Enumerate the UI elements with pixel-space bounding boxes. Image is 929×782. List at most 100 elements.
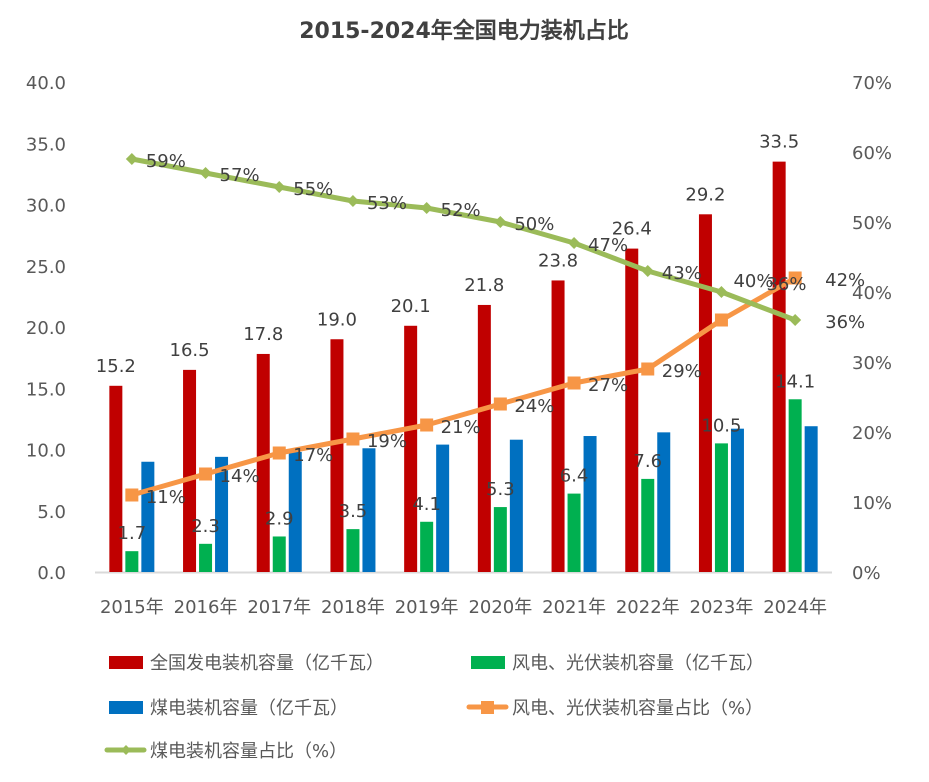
line-label-wind-solar-share: 27%	[588, 375, 628, 396]
marker-diamond	[420, 202, 433, 214]
line-label-wind-solar-share: 14%	[220, 466, 260, 487]
y-right-tick-label: 60%	[852, 143, 892, 164]
legend-label: 全国发电装机容量（亿千瓦）	[150, 653, 384, 674]
bar-coal	[730, 428, 744, 572]
bar-coal	[288, 451, 302, 572]
bar-label-wind-solar: 6.4	[560, 466, 589, 487]
y-left-tick-label: 10.0	[26, 441, 66, 462]
bar-coal	[583, 436, 597, 572]
bar-wind-solar	[125, 551, 139, 572]
bar-coal	[141, 461, 155, 572]
line-label-wind-solar-share: 19%	[367, 431, 407, 452]
x-tick-label: 2017年	[247, 597, 311, 618]
line-label-wind-solar-share: 21%	[441, 417, 481, 438]
marker-square	[346, 432, 360, 446]
bar-label-total: 21.8	[464, 275, 504, 296]
bar-wind-solar	[493, 507, 507, 572]
bar-label-wind-solar: 10.5	[701, 415, 741, 436]
marker-square	[420, 418, 434, 432]
marker-diamond	[789, 314, 802, 326]
line-wind-solar-share	[131, 275, 797, 498]
bar-wind-solar	[272, 536, 286, 572]
line-label-coal-share: 57%	[220, 165, 260, 186]
line-label-coal-share: 40%	[733, 271, 773, 292]
y-left-tick-label: 35.0	[26, 134, 66, 155]
bar-label-total: 19.0	[317, 309, 357, 330]
bar-total	[109, 385, 123, 572]
bar-label-wind-solar: 14.1	[775, 371, 815, 392]
bar-wind-solar	[788, 399, 802, 572]
x-tick-label: 2019年	[395, 597, 459, 618]
y-right-tick-label: 70%	[852, 73, 892, 94]
bar-label-wind-solar: 4.1	[412, 494, 441, 515]
bar-coal	[804, 426, 818, 572]
lines	[125, 153, 802, 502]
line-label-coal-share: 47%	[588, 235, 628, 256]
bar-total	[551, 280, 565, 572]
marker-square	[199, 467, 213, 481]
legend-swatch	[109, 656, 143, 669]
bar-total	[183, 369, 197, 572]
line-label-coal-share: 52%	[441, 200, 481, 221]
y-right-tick-label: 40%	[852, 283, 892, 304]
bar-wind-solar	[420, 521, 434, 572]
bar-wind-solar	[199, 543, 213, 572]
bar-total	[772, 161, 786, 572]
x-tick-label: 2020年	[468, 597, 532, 618]
line-label-wind-solar-share: 36%	[766, 274, 806, 295]
marker-diamond	[568, 237, 581, 249]
bar-label-wind-solar: 7.6	[633, 451, 662, 472]
legend-marker-square	[481, 701, 494, 714]
bar-total	[330, 339, 344, 572]
line-label-coal-share: 36%	[825, 312, 865, 333]
y-left-tick-label: 25.0	[26, 257, 66, 278]
legend-swatch	[109, 701, 143, 714]
line-label-coal-share: 53%	[367, 193, 407, 214]
y-right-tick-label: 10%	[852, 493, 892, 514]
line-label-coal-share: 43%	[662, 263, 702, 284]
y-right-tick-label: 50%	[852, 213, 892, 234]
bars	[109, 161, 818, 573]
marker-diamond	[494, 216, 507, 228]
y-left-tick-label: 40.0	[26, 73, 66, 94]
line-coal-share	[131, 156, 797, 323]
y-right-tick-label: 20%	[852, 423, 892, 444]
legend-marker-diamond	[121, 745, 131, 755]
line-label-coal-share: 50%	[514, 214, 554, 235]
line-label-wind-solar-share: 29%	[662, 361, 702, 382]
line-label-wind-solar-share: 17%	[293, 445, 333, 466]
bar-total	[477, 304, 491, 572]
marker-square	[493, 397, 507, 411]
bar-wind-solar	[714, 443, 728, 572]
bar-label-wind-solar: 2.9	[265, 508, 294, 529]
line-label-coal-share: 59%	[146, 151, 186, 172]
legend: 全国发电装机容量（亿千瓦） 风电、光伏装机容量（亿千瓦） 煤电装机容量（亿千瓦） 风电…	[104, 653, 764, 762]
x-tick-label: 2016年	[174, 597, 238, 618]
y-left-tick-label: 5.0	[37, 502, 66, 523]
y-left-tick-label: 0.0	[37, 563, 66, 584]
bar-label-wind-solar: 2.3	[191, 516, 220, 537]
line-label-wind-solar-share: 11%	[146, 487, 186, 508]
y-left-tick-label: 15.0	[26, 379, 66, 400]
x-tick-label: 2018年	[321, 597, 385, 618]
marker-diamond	[199, 167, 212, 179]
bar-coal	[657, 432, 671, 572]
data-labels: 15.2 16.5 17.8 19.0 20.1 21.8 23.8 26.4 29.2 33.5…	[96, 132, 865, 545]
bar-label-total: 15.2	[96, 356, 136, 377]
bar-wind-solar	[346, 529, 360, 572]
bar-coal	[362, 448, 376, 572]
bar-total	[698, 214, 712, 573]
line-label-wind-solar-share: 24%	[514, 396, 554, 417]
line-label-wind-solar-share: 42%	[825, 270, 865, 291]
y-right-tick-label: 0%	[852, 563, 881, 584]
marker-square	[272, 446, 286, 460]
bar-coal	[509, 439, 523, 572]
bar-label-total: 33.5	[759, 132, 799, 153]
bar-label-total: 26.4	[612, 219, 652, 240]
bar-wind-solar	[567, 493, 581, 572]
axes: 0.0 5.0 10.0 15.0 20.0 25.0 30.0 35.0 40.0 0% 10% 2…	[26, 73, 892, 618]
legend-label: 煤电装机容量（亿千瓦）	[150, 698, 348, 719]
bar-label-wind-solar: 5.3	[486, 479, 515, 500]
bar-label-total: 23.8	[538, 250, 578, 271]
